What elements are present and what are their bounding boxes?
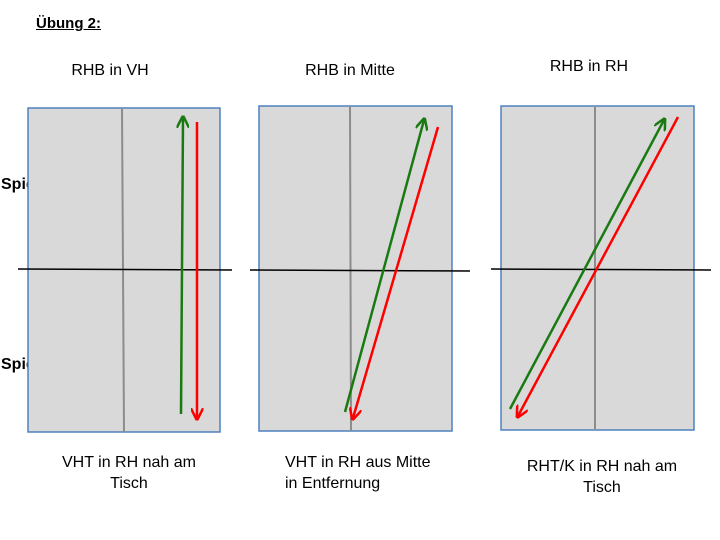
table-1-green-arrow bbox=[181, 118, 183, 415]
table-2-surface bbox=[258, 105, 453, 432]
diagram-1-heading: RHB in VH bbox=[71, 62, 149, 79]
diagram-3-caption-line-2: Tisch bbox=[583, 479, 621, 496]
exercise-title: Übung 2: bbox=[36, 15, 101, 32]
table-2 bbox=[249, 105, 471, 432]
table-3 bbox=[490, 105, 712, 431]
diagram-3-caption: RHT/K in RH nah am Tisch bbox=[510, 456, 694, 498]
diagram-2-caption-line-1: VHT in RH aus Mitte bbox=[285, 454, 431, 471]
diagram-1-caption-line-1: VHT in RH nah am bbox=[62, 454, 196, 471]
table-3-red-arrow bbox=[518, 116, 680, 416]
table-3-green-arrow bbox=[508, 120, 664, 410]
table-3-net bbox=[490, 268, 712, 271]
table-2-red-arrow bbox=[353, 126, 440, 418]
diagram-2-heading: RHB in Mitte bbox=[305, 62, 395, 79]
table-1-net bbox=[17, 268, 233, 271]
diagram-1-caption: VHT in RH nah am Tisch bbox=[40, 452, 218, 494]
table-2-net bbox=[249, 269, 471, 272]
table-2-center-line bbox=[349, 105, 352, 432]
diagram-3-heading: RHB in RH bbox=[549, 58, 629, 75]
table-2-green-arrow bbox=[343, 120, 424, 413]
table-1 bbox=[17, 107, 233, 433]
diagram-1-caption-line-2: Tisch bbox=[110, 475, 148, 492]
diagram-2-caption: VHT in RH aus Mitte in Entfernung bbox=[285, 452, 465, 494]
diagram-3-caption-line-1: RHT/K in RH nah am bbox=[526, 458, 678, 475]
diagram-2-caption-line-2: in Entfernung bbox=[285, 475, 381, 492]
